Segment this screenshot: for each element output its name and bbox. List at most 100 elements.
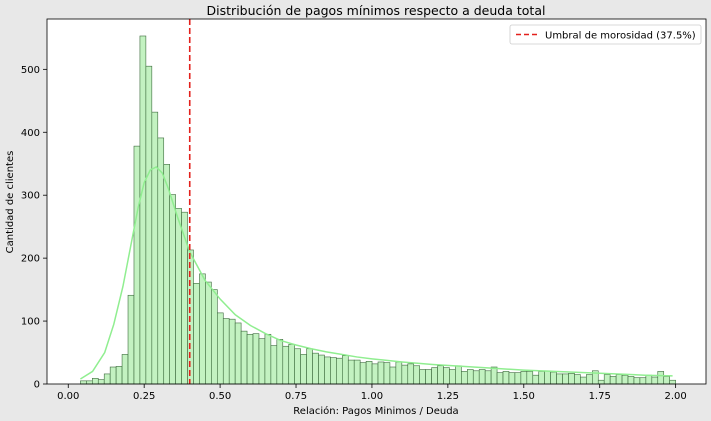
plot-frame bbox=[46, 18, 707, 385]
x-tick-label: 0.50 bbox=[209, 391, 231, 402]
kde-curve bbox=[80, 165, 673, 380]
histogram-bar bbox=[532, 374, 540, 385]
x-tick-label: 1.00 bbox=[361, 391, 383, 402]
histogram-bar bbox=[86, 380, 93, 385]
histogram-bar bbox=[347, 359, 355, 385]
histogram-bar bbox=[288, 344, 295, 385]
histogram-bar bbox=[377, 361, 385, 385]
histogram-bar bbox=[484, 370, 492, 385]
histogram-bar bbox=[97, 379, 105, 385]
histogram-bar bbox=[502, 371, 510, 385]
x-tick-label: 1.50 bbox=[513, 391, 535, 402]
histogram-bar bbox=[109, 366, 117, 385]
y-tick-label: 100 bbox=[21, 317, 40, 328]
x-axis-title: Relación: Pagos Minimos / Deuda bbox=[293, 405, 458, 417]
histogram-bar bbox=[211, 289, 218, 385]
histogram-bar bbox=[520, 371, 528, 385]
y-axis-title: Cantidad de clientes bbox=[5, 151, 16, 254]
histogram-bar bbox=[431, 367, 438, 385]
x-axis: 0.00 0.25 0.50 0.75 1.00 1.25 1.50 1.75 2.00 bbox=[57, 384, 687, 402]
histogram-bar bbox=[175, 208, 182, 385]
histogram-bar bbox=[419, 369, 426, 385]
histogram-bar bbox=[514, 372, 522, 385]
histogram-bar bbox=[597, 379, 605, 385]
histogram-bar bbox=[437, 365, 444, 385]
histogram-bar bbox=[645, 374, 653, 385]
histogram-bar bbox=[246, 333, 254, 385]
legend: Umbral de morosidad (37.5%) bbox=[509, 24, 702, 45]
histogram-bar bbox=[461, 371, 468, 385]
x-tick-label: 0.25 bbox=[133, 391, 155, 402]
histogram-bar bbox=[508, 372, 516, 385]
histogram-bar bbox=[371, 363, 379, 385]
chart-title: Distribución de pagos mínimos respecto a… bbox=[207, 3, 546, 18]
histogram-bar bbox=[556, 373, 563, 385]
histogram-bar bbox=[401, 364, 409, 385]
histogram-bar bbox=[526, 371, 534, 385]
histogram-bar bbox=[264, 333, 272, 385]
legend-entry-threshold: Umbral de morosidad (37.5%) bbox=[545, 31, 696, 42]
histogram-bar bbox=[145, 65, 153, 385]
histogram-bar bbox=[228, 318, 236, 385]
histogram-bar bbox=[603, 374, 611, 385]
histogram-bar bbox=[562, 373, 569, 385]
histogram-bar bbox=[342, 355, 349, 385]
histogram-bar bbox=[478, 369, 486, 385]
histogram-bar bbox=[627, 376, 635, 385]
histogram-bar bbox=[586, 374, 593, 385]
histogram-bar bbox=[217, 312, 224, 385]
bars-group bbox=[80, 35, 676, 385]
histogram-bar bbox=[103, 373, 111, 385]
histogram-bar bbox=[205, 281, 212, 385]
histogram-bar bbox=[115, 366, 123, 385]
histogram-bar bbox=[330, 357, 337, 385]
histogram-bar bbox=[324, 356, 331, 385]
histogram-bar bbox=[621, 374, 629, 385]
histogram-bar bbox=[389, 366, 397, 385]
histogram-bar bbox=[633, 377, 641, 385]
histogram-bar bbox=[252, 333, 260, 385]
histogram-bar bbox=[615, 374, 623, 385]
histogram-bar bbox=[139, 35, 147, 385]
x-tick-label: 2.00 bbox=[664, 391, 686, 402]
histogram-bar bbox=[276, 339, 284, 385]
histogram-bar bbox=[240, 330, 248, 385]
histogram-bar bbox=[580, 376, 587, 385]
histogram-bar bbox=[407, 363, 415, 385]
histogram-bar bbox=[127, 294, 135, 385]
x-tick-label: 1.25 bbox=[437, 391, 459, 402]
histogram-bar bbox=[443, 367, 450, 385]
histogram-bar bbox=[234, 322, 242, 385]
histogram-bar bbox=[80, 380, 87, 385]
histogram-bar bbox=[270, 345, 278, 385]
histogram-bar bbox=[300, 354, 307, 385]
histogram-bar bbox=[92, 378, 99, 385]
histogram-bar bbox=[413, 365, 420, 385]
x-tick-label: 1.75 bbox=[589, 391, 611, 402]
histogram-bar bbox=[294, 348, 301, 385]
x-tick-label: 0.00 bbox=[57, 391, 79, 402]
histogram-bar bbox=[151, 111, 159, 385]
x-tick-label: 0.75 bbox=[285, 391, 307, 402]
histogram-bar bbox=[365, 361, 373, 385]
histogram-bar bbox=[550, 371, 557, 385]
histogram-bar bbox=[574, 374, 581, 385]
y-tick-label: 500 bbox=[21, 65, 40, 76]
histogram-bar bbox=[651, 376, 659, 385]
histogram-bar bbox=[568, 373, 575, 385]
histogram-bar bbox=[282, 345, 290, 385]
histogram-bar bbox=[449, 369, 456, 385]
histogram-bar bbox=[639, 377, 647, 385]
histogram-bar bbox=[472, 370, 480, 385]
histogram-bar bbox=[490, 366, 498, 385]
histogram-bar bbox=[306, 348, 313, 385]
histogram-bar bbox=[121, 354, 129, 385]
histogram-bar bbox=[312, 352, 319, 385]
y-tick-label: 200 bbox=[21, 254, 40, 265]
histogram-bar bbox=[455, 365, 462, 385]
histogram-bar bbox=[258, 338, 266, 385]
histogram-bar bbox=[163, 164, 170, 385]
histogram-bar bbox=[538, 371, 545, 385]
